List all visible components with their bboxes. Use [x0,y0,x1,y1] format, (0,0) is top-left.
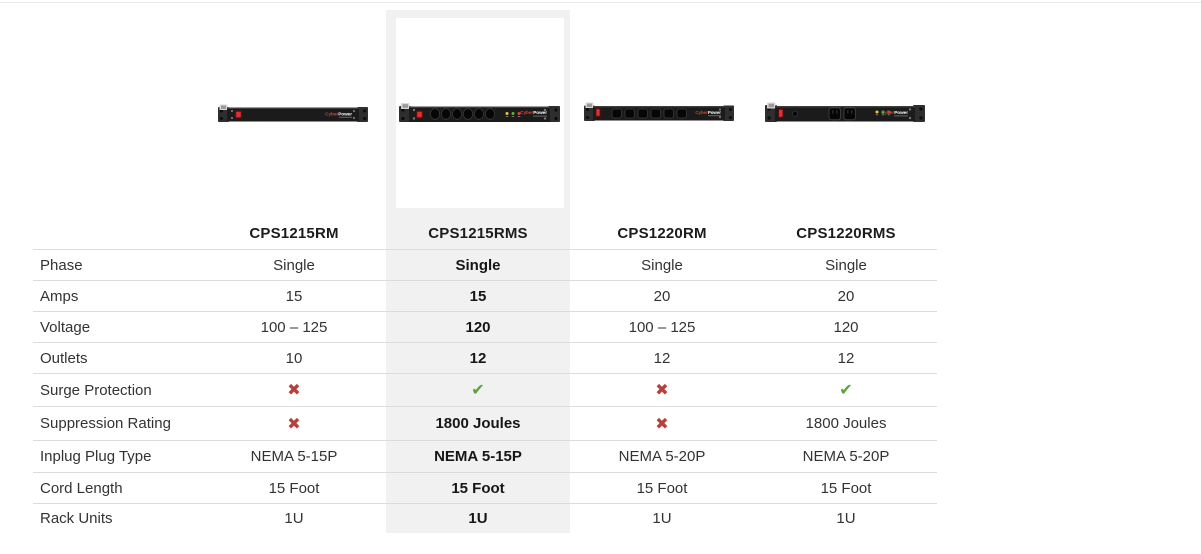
row-label: Inplug Plug Type [40,448,152,465]
table-cell: 12 [469,349,487,367]
row-label: Outlets [40,349,88,367]
x-icon: ✖ [655,413,669,433]
row-label: Surge Protection [40,381,152,399]
x-icon: ✖ [287,413,301,433]
row-label: Rack Units [40,510,113,527]
table-cell: 1U [836,510,856,527]
check-icon: ✔ [839,380,853,399]
svg-text:CyberPower: CyberPower [520,110,547,115]
table-row-outlets: Outlets 10 12 12 12 [33,342,937,373]
table-cell: Single [641,256,683,274]
table-cell: Single [273,256,315,274]
table-cell: ✖ [570,382,754,398]
table-cell: 15 Foot [636,479,688,497]
table-cell: 1800 Joules [805,415,887,432]
row-label: Voltage [40,318,91,336]
table-cell: ✖ [202,413,386,433]
product-image-cps1220rm[interactable]: CyberPower [584,100,734,124]
table-cell: ✖ [570,413,754,433]
table-row-amps: Amps 15 15 20 20 [33,280,937,311]
table-row-voltage: Voltage 100 – 125 120 100 – 125 120 [33,311,937,342]
svg-text:CyberPower: CyberPower [325,112,352,117]
table-cell: 20 [653,287,671,305]
product-name-cps1220rms: CPS1220RMS [796,225,896,242]
x-icon: ✖ [655,380,669,399]
table-cell: Single [825,256,867,274]
table-cell: ✔ [754,382,938,398]
product-name-cps1220rm: CPS1220RM [617,225,707,242]
product-name-cps1215rm: CPS1215RM [249,225,339,242]
row-label: Suppression Rating [40,415,171,432]
product-image-cps1215rms[interactable]: CyberPower [399,100,560,127]
table-cell: 20 [837,287,855,305]
table-cell: NEMA 5-15P [250,448,338,465]
table-cell: 10 [285,349,303,367]
table-cell: 15 Foot [820,479,872,497]
table-cell: NEMA 5-15P [434,448,522,465]
table-cell: 100 – 125 [628,318,696,336]
table-cell: 12 [653,349,671,367]
table-cell: NEMA 5-20P [618,448,706,465]
product-name-cps1215rms: CPS1215RMS [428,225,528,242]
table-cell: 12 [837,349,855,367]
table-cell: 15 Foot [268,479,320,497]
row-label: Cord Length [40,479,123,497]
table-cell: 120 [465,318,491,336]
table-cell: 100 – 125 [260,318,328,336]
table-cell: 120 [833,318,859,336]
table-cell: 1U [468,510,488,527]
table-row-surge-protection: Surge Protection ✖ ✔ ✖ ✔ [33,373,937,406]
table-cell: 15 [285,287,303,305]
svg-text:CyberPower: CyberPower [881,110,908,115]
table-cell: ✖ [202,382,386,398]
table-cell: 1U [652,510,672,527]
table-row-cord-length: Cord Length 15 Foot 15 Foot 15 Foot 15 F… [33,472,937,503]
product-image-cps1220rms[interactable]: CyberPower [765,100,925,126]
table-header-row: CPS1215RM CPS1215RMS CPS1220RM CPS1220RM… [33,218,937,249]
table-cell: Single [455,256,501,274]
table-row-suppression-rating: Suppression Rating ✖ 1800 Joules ✖ 1800 … [33,406,937,440]
table-row-phase: Phase Single Single Single Single [33,249,937,280]
table-row-inplug-plug-type: Inplug Plug Type NEMA 5-15P NEMA 5-15P N… [33,440,937,472]
check-icon: ✔ [471,380,485,399]
row-label: Phase [40,256,83,274]
comparison-table: CPS1215RM CPS1215RMS CPS1220RM CPS1220RM… [33,218,937,533]
top-divider [0,2,1201,3]
table-cell: NEMA 5-20P [802,448,890,465]
svg-text:CyberPower: CyberPower [695,110,721,115]
x-icon: ✖ [287,380,301,399]
table-cell: ✔ [386,382,570,398]
table-cell: 15 [469,287,487,305]
table-cell: 1800 Joules [435,415,521,432]
table-cell: 15 Foot [451,479,505,497]
row-label: Amps [40,287,79,305]
table-row-rack-units: Rack Units 1U 1U 1U 1U [33,503,937,533]
product-image-cps1215rm[interactable]: CyberPower [218,102,368,124]
table-cell: 1U [284,510,304,527]
